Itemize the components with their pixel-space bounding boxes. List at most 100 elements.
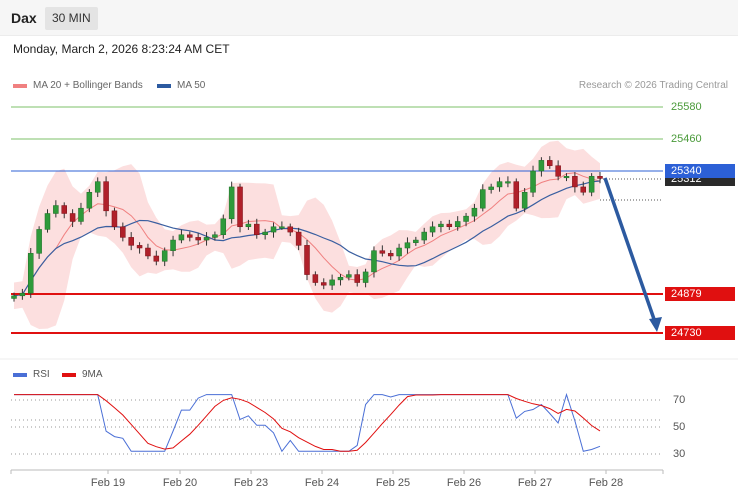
candle-up: [530, 170, 536, 193]
candle-up: [488, 186, 494, 190]
ma50-swatch: [157, 83, 171, 88]
candle-down: [379, 250, 386, 254]
candle-down: [153, 255, 160, 262]
candle-up: [404, 242, 411, 249]
candle-down: [312, 274, 319, 283]
candle-down: [513, 181, 520, 209]
candle-up: [346, 274, 352, 278]
rsi-axis-label-30: 30: [673, 448, 686, 460]
candle-down: [387, 253, 394, 257]
candle-up: [496, 181, 503, 188]
rsi-axis-label-50: 50: [673, 421, 686, 433]
candle-up: [44, 213, 51, 230]
rsi-label: RSI: [33, 369, 50, 380]
x-label-feb20: Feb 20: [162, 477, 198, 489]
candle-down: [237, 186, 243, 228]
candle-up: [228, 186, 235, 220]
forecast-arrow: [603, 177, 662, 332]
rsi-line: [14, 392, 601, 453]
candle-up: [413, 239, 419, 243]
rsi-swatch: [13, 372, 27, 377]
candle-up: [94, 181, 101, 193]
candle-up: [27, 253, 34, 294]
candle-up: [11, 295, 17, 299]
x-label-feb19: Feb 19: [90, 477, 126, 489]
candle-up: [270, 226, 277, 233]
x-label-feb24: Feb 24: [304, 477, 340, 489]
candle-up: [480, 189, 486, 209]
ma50-line: [13, 180, 601, 297]
candle-up: [220, 218, 227, 235]
candle-up: [170, 239, 176, 251]
x-label-feb27: Feb 27: [517, 477, 553, 489]
candlestick-series: [11, 156, 603, 302]
x-label-feb28: Feb 28: [588, 477, 624, 489]
candle-down: [354, 274, 360, 283]
candle-up: [421, 231, 427, 241]
candle-up: [463, 215, 469, 222]
datetime-label: Monday, March 2, 2026 8:23:24 AM CET: [13, 42, 230, 56]
candle-down: [287, 226, 294, 233]
price-label-24879: 24879: [665, 287, 735, 301]
legend-ma20: MA 20 + Bollinger Bands: [13, 80, 143, 91]
legend-9ma: 9MA: [62, 369, 103, 380]
price-label-24730: 24730: [665, 326, 735, 340]
candle-down: [61, 205, 67, 214]
candle-up: [471, 207, 478, 217]
candle-up: [36, 229, 42, 254]
candle-up: [161, 250, 168, 262]
candle-down: [446, 223, 453, 228]
candle-down: [128, 237, 134, 246]
candle-up: [53, 205, 59, 214]
candle-up: [178, 234, 185, 241]
candle-down: [111, 210, 118, 228]
candle-up: [505, 181, 511, 184]
x-axis-ticks: [10, 470, 664, 474]
9ma-swatch: [62, 372, 76, 377]
rsi-ma-line: [14, 394, 601, 452]
rsi-axis-label-70: 70: [673, 394, 686, 406]
candle-up: [454, 221, 461, 228]
candle-down: [187, 234, 193, 238]
candle-up: [521, 191, 528, 209]
ma20-line: [13, 172, 601, 297]
candle-up: [588, 176, 595, 193]
copyright-text: Research © 2026 Trading Central: [578, 80, 728, 91]
candle-down: [103, 181, 109, 212]
candle-up: [329, 279, 335, 286]
ma20-swatch: [13, 83, 27, 88]
x-label-feb26: Feb 26: [446, 477, 482, 489]
candle-up: [203, 237, 210, 241]
candle-down: [555, 165, 561, 177]
candle-up: [438, 223, 444, 228]
candle-down: [195, 237, 201, 241]
candle-up: [429, 226, 436, 233]
candle-up: [78, 207, 84, 222]
price-label-25340: 25340: [665, 164, 735, 178]
candle-down: [69, 213, 76, 222]
candle-up: [337, 276, 344, 281]
timeframe-button[interactable]: 30 MIN: [45, 7, 98, 30]
candle-down: [320, 282, 327, 286]
candle-up: [563, 176, 570, 179]
ma20-label: MA 20 + Bollinger Bands: [33, 80, 143, 91]
candle-up: [245, 223, 252, 228]
candle-down: [304, 245, 310, 275]
x-label-feb25: Feb 25: [375, 477, 411, 489]
candle-up: [19, 292, 26, 297]
x-label-feb23: Feb 23: [233, 477, 269, 489]
candle-down: [136, 245, 143, 249]
symbol-title: Dax: [11, 10, 37, 26]
candle-up: [212, 234, 218, 238]
candle-up: [262, 231, 268, 235]
candle-up: [86, 191, 93, 209]
candle-down: [295, 231, 302, 246]
candle-up: [279, 226, 285, 229]
bollinger-band: [14, 140, 600, 329]
candle-up: [538, 160, 545, 172]
legend-ma50: MA 50: [157, 80, 205, 91]
candle-down: [580, 186, 587, 193]
9ma-label: 9MA: [82, 369, 103, 380]
candle-down: [120, 226, 126, 238]
